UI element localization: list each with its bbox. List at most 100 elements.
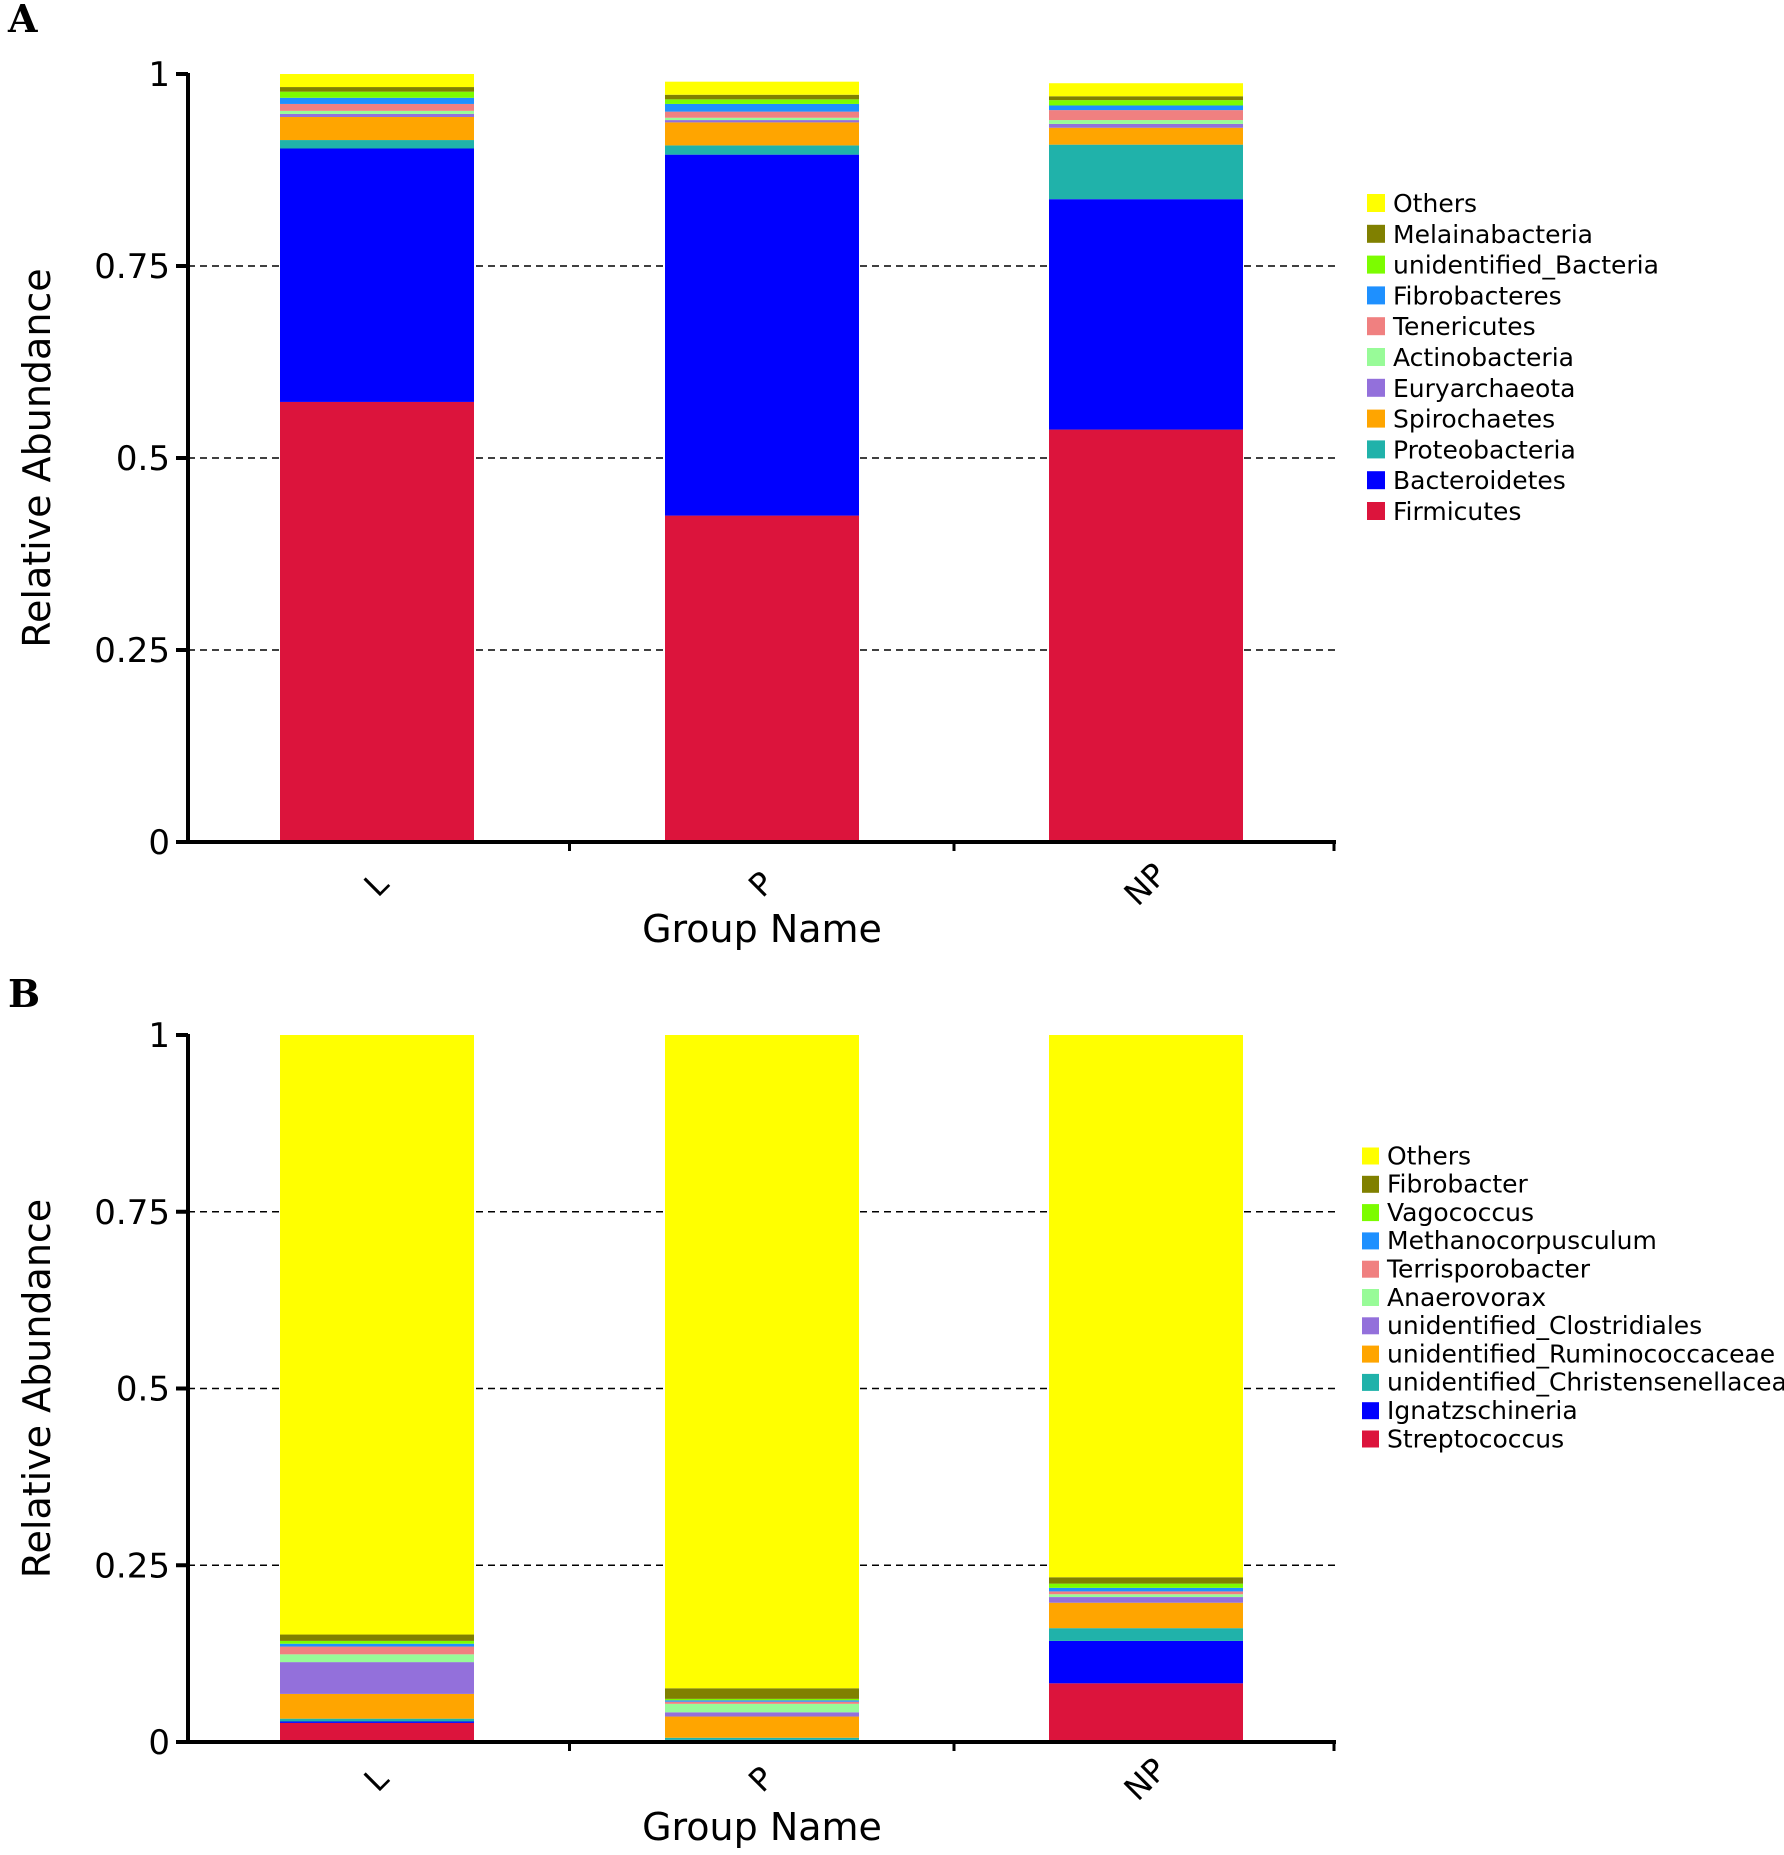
legend-label: Streptococcus xyxy=(1387,1424,1564,1453)
legend-swatch xyxy=(1362,1373,1379,1391)
legend-label: unidentified_Bacteria xyxy=(1393,251,1659,280)
legend-swatch xyxy=(1362,1260,1379,1278)
bar-segment-unidentified-ruminococcaceae xyxy=(1049,1602,1243,1629)
bar-segment-unidentified-bacteria xyxy=(280,91,474,98)
y-tick-label: 0 xyxy=(148,1723,170,1763)
x-tick-label-p: P xyxy=(741,1759,782,1800)
legend-item-proteobacteria: Proteobacteria xyxy=(1367,435,1576,464)
y-axis-title: Relative Abundance xyxy=(15,1199,59,1578)
bar-segment-actinobacteria xyxy=(280,110,474,114)
bar-segment-fibrobacteres xyxy=(280,97,474,104)
legend-item-bacteroidetes: Bacteroidetes xyxy=(1367,466,1566,495)
bar-segment-euryarchaeota xyxy=(280,113,474,118)
legend-swatch xyxy=(1362,1402,1379,1420)
bar-stack-np xyxy=(1049,83,1243,842)
bar-segment-anaerovorax xyxy=(1049,1594,1243,1598)
bar-segment-bacteroidetes xyxy=(280,148,474,402)
bar-segment-vagococcus xyxy=(1049,1583,1243,1588)
legend-swatch xyxy=(1362,1147,1379,1165)
legend-label: Vagococcus xyxy=(1387,1198,1534,1227)
legend-item-actinobacteria: Actinobacteria xyxy=(1367,343,1574,372)
bar-segment-terrisporobacter xyxy=(280,1646,474,1655)
legend-swatch xyxy=(1362,1345,1379,1363)
bar-segment-euryarchaeota xyxy=(665,120,859,123)
bar-segment-unidentified-bacteria xyxy=(665,99,859,104)
legend-label: Firmicutes xyxy=(1393,497,1521,526)
legend-swatch xyxy=(1367,224,1385,243)
bar-segment-others xyxy=(665,1035,859,1689)
legend-item-others: Others xyxy=(1367,189,1477,218)
legend-item-melainabacteria: Melainabacteria xyxy=(1367,220,1593,249)
legend-label: Terrisporobacter xyxy=(1386,1254,1591,1283)
legend-swatch xyxy=(1367,378,1385,397)
bar-stack-p xyxy=(665,1035,859,1742)
legend-swatch xyxy=(1367,348,1385,366)
bar-segment-unidentified-ruminococcaceae xyxy=(280,1693,474,1719)
bar-segment-streptococcus xyxy=(280,1722,474,1742)
legend-item-streptococcus: Streptococcus xyxy=(1362,1424,1564,1453)
chart-panel-a: A 0 0.25 0.5 0.75 1 L P NP Group Name Relative Abu… xyxy=(7,0,1659,951)
bar-segment-others xyxy=(1049,1035,1243,1578)
legend-item-vagococcus: Vagococcus xyxy=(1362,1198,1534,1227)
bar-segment-firmicutes xyxy=(665,515,859,842)
legend-swatch xyxy=(1367,286,1385,305)
x-axis-title: Group Name xyxy=(642,1805,882,1849)
x-tick-label-np: NP xyxy=(1117,856,1174,913)
bar-segment-terrisporobacter xyxy=(665,1701,859,1704)
bar-segment-terrisporobacter xyxy=(1049,1591,1243,1595)
legend-item-spirochaetes: Spirochaetes xyxy=(1367,405,1555,434)
legend-swatch xyxy=(1367,255,1385,274)
legend-label: Tenericutes xyxy=(1392,312,1536,341)
legend-swatch xyxy=(1367,471,1385,490)
bar-stack-p xyxy=(665,81,859,842)
legend-swatch xyxy=(1362,1232,1379,1250)
bar-segment-streptococcus xyxy=(1049,1683,1243,1742)
legend-label: Fibrobacteres xyxy=(1393,281,1562,310)
bar-segment-proteobacteria xyxy=(280,140,474,149)
legend-swatch xyxy=(1367,440,1385,459)
legend-label: Ignatzschineria xyxy=(1387,1396,1578,1425)
legend-swatch xyxy=(1367,194,1385,212)
bar-segment-unidentified-bacteria xyxy=(1049,100,1243,106)
legend-item-terrisporobacter: Terrisporobacter xyxy=(1362,1254,1591,1283)
legend-swatch xyxy=(1362,1430,1379,1448)
bar-segment-fibrobacter xyxy=(665,1688,859,1699)
legend-label: Euryarchaeota xyxy=(1393,374,1575,403)
legend-label: unidentified_Clostridiales xyxy=(1387,1311,1702,1340)
bar-segment-tenericutes xyxy=(665,111,859,118)
legend: OthersMelainabacteriaunidentified_Bacter… xyxy=(1367,189,1659,526)
legend-label: unidentified_Christensenellaceae xyxy=(1387,1368,1784,1397)
x-tick-label-l: L xyxy=(357,864,397,904)
bar-segment-unidentified-christensenellaceae xyxy=(1049,1628,1243,1641)
bar-segment-unidentified-clostridiales xyxy=(665,1712,859,1717)
legend-item-unidentified-christensenellaceae: unidentified_Christensenellaceae xyxy=(1362,1368,1784,1397)
bar-segment-euryarchaeota xyxy=(1049,123,1243,128)
bar-segment-melainabacteria xyxy=(665,94,859,100)
legend-swatch xyxy=(1362,1175,1379,1193)
bar-segment-others xyxy=(665,81,859,95)
legend: OthersFibrobacterVagococcusMethanocorpus… xyxy=(1362,1141,1784,1453)
bar-segment-others xyxy=(280,74,474,88)
legend-swatch xyxy=(1362,1289,1379,1306)
legend-label: Methanocorpusculum xyxy=(1387,1226,1657,1255)
y-tick-label: 0.5 xyxy=(116,439,170,479)
panel-letter: A xyxy=(7,0,38,41)
legend-swatch xyxy=(1367,317,1385,336)
bar-segment-methanocorpusculum xyxy=(1049,1587,1243,1592)
legend-item-methanocorpusculum: Methanocorpusculum xyxy=(1362,1226,1657,1255)
bar-segment-actinobacteria xyxy=(1049,120,1243,124)
legend-item-unidentified-bacteria: unidentified_Bacteria xyxy=(1367,251,1659,280)
legend-item-anaerovorax: Anaerovorax xyxy=(1362,1283,1546,1312)
legend-label: Others xyxy=(1393,189,1477,218)
bar-segment-unidentified-ruminococcaceae xyxy=(665,1716,859,1738)
legend-item-euryarchaeota: Euryarchaeota xyxy=(1367,374,1575,403)
y-tick-label: 0 xyxy=(148,823,170,863)
legend-item-tenericutes: Tenericutes xyxy=(1367,312,1536,341)
bar-segment-methanocorpusculum xyxy=(665,1700,859,1702)
bar-segment-fibrobacteres xyxy=(665,103,859,112)
bar-segment-unidentified-christensenellaceae xyxy=(665,1737,859,1740)
x-tick-label-l: L xyxy=(357,1759,397,1799)
legend-label: unidentified_Ruminococcaceae xyxy=(1387,1339,1775,1368)
y-tick-label: 0.25 xyxy=(94,631,170,671)
bar-segment-firmicutes xyxy=(1049,429,1243,842)
